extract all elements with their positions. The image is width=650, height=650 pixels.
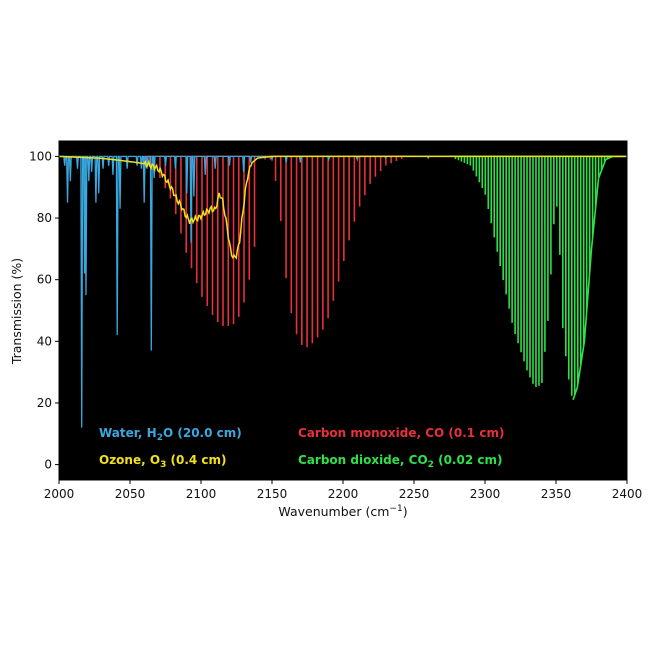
legend-water-text: Water, H	[99, 426, 157, 440]
x-axis-label: Wavenumber (cm−1)	[278, 504, 407, 519]
x-tick-label-1: 2050	[115, 487, 146, 501]
y-tick-label-0: 0	[44, 458, 52, 472]
legend-water-rest: O (20.0 cm)	[163, 426, 242, 440]
legend-water-sub: 2	[157, 433, 163, 443]
legend-ozone-sub: 3	[160, 460, 166, 470]
legend-ozone: Ozone, O3 (0.4 cm)	[99, 453, 227, 470]
y-tick-label-4: 80	[37, 211, 52, 225]
legend-co: Carbon monoxide, CO (0.1 cm)	[298, 426, 504, 440]
x-tick-label-2: 2100	[186, 487, 217, 501]
x-tick-label-6: 2300	[470, 487, 501, 501]
x-tick-label-5: 2250	[399, 487, 430, 501]
legend-co-text: Carbon monoxide, CO (0.1 cm)	[298, 426, 504, 440]
x-tick-label-8: 2400	[612, 487, 643, 501]
x-tick-label-7: 2350	[541, 487, 572, 501]
y-tick-label-1: 20	[37, 396, 52, 410]
x-tick-label-4: 2200	[328, 487, 359, 501]
y-tick-label-2: 40	[37, 334, 52, 348]
plot-content	[58, 155, 628, 428]
x-tick-label-0: 2000	[44, 487, 75, 501]
legend-co2-text: Carbon dioxide, CO	[298, 453, 428, 467]
legend-ozone-rest: (0.4 cm)	[166, 453, 226, 467]
legend: Water, H2O (20.0 cm)Ozone, O3 (0.4 cm)Ca…	[99, 426, 504, 470]
y-tick-label-5: 100	[29, 149, 52, 163]
legend-co2-sub: 2	[428, 460, 434, 470]
x-axis-label-main: Wavenumber (cm	[278, 504, 389, 519]
series-water-line	[58, 155, 628, 428]
legend-co2: Carbon dioxide, CO2 (0.02 cm)	[298, 453, 502, 470]
legend-water: Water, H2O (20.0 cm)	[99, 426, 242, 443]
series-water	[58, 155, 628, 428]
y-tick-label-3: 60	[37, 273, 52, 287]
axes: 2000 2050 2100 2150 2200 2250 2300 2350 24000204…	[29, 140, 643, 501]
y-axis-label: Transmission (%)	[9, 258, 24, 365]
legend-co2-rest: (0.02 cm)	[434, 453, 503, 467]
series-ozone-line	[58, 155, 626, 260]
series-co2-lines	[454, 156, 609, 396]
legend-ozone-text: Ozone, O	[99, 453, 160, 467]
x-tick-label-3: 2150	[257, 487, 288, 501]
x-axis-label-sup: −1	[389, 504, 402, 514]
x-axis-label-close: )	[403, 504, 408, 519]
